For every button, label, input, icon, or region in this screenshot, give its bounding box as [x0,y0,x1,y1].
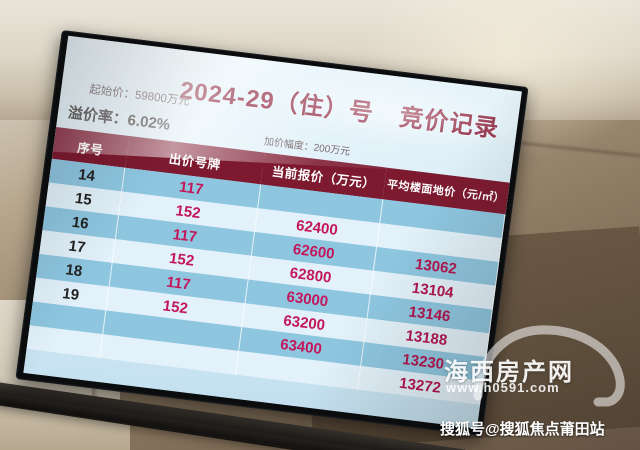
page-title: 2024-29（住）号 竞价记录 [178,70,501,144]
house-logo-watermark [473,325,625,407]
watermark-site-name: 海西房产网 [444,359,574,386]
watermark-site-url: www.h0591.com [446,380,560,395]
watermark-source-bar: 搜狐号@搜狐焦点莆田站 [440,421,605,438]
lot-number: 2024-29（住）号 [178,76,376,128]
board-subtitle: 竞价记录 [397,103,501,143]
